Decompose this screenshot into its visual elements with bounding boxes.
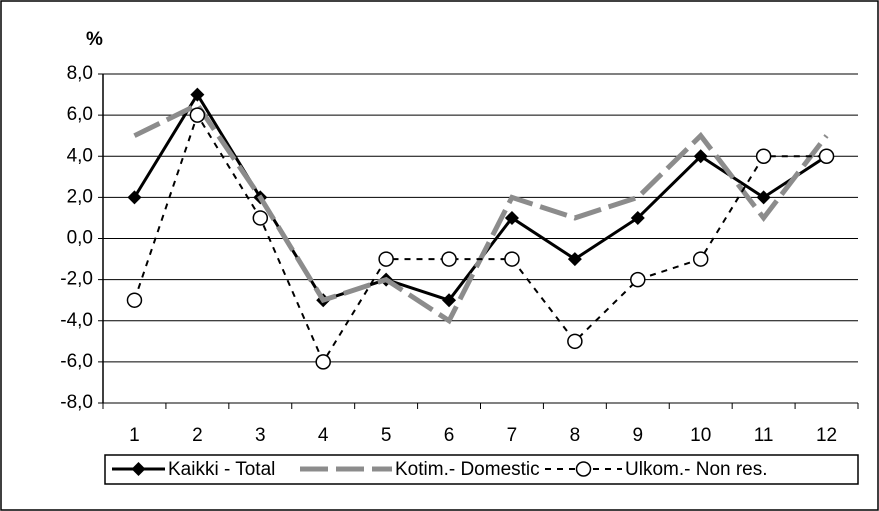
- point: [504, 210, 519, 225]
- x-tick-label: 11: [754, 425, 774, 446]
- x-tick-label: 10: [690, 425, 711, 446]
- point: [441, 251, 457, 267]
- y-axis-label: %: [86, 29, 103, 50]
- x-tick-label: 7: [507, 425, 518, 446]
- legend-label: Kaikki - Total: [168, 459, 275, 480]
- y-tick-label: 6,0: [67, 104, 93, 125]
- y-tick-label: 2,0: [67, 186, 93, 207]
- point: [756, 190, 771, 205]
- point: [126, 292, 143, 308]
- y-tick-label: -8,0: [60, 392, 93, 413]
- y-tick-label: 8,0: [67, 63, 93, 84]
- point: [131, 462, 146, 476]
- y-tick-label: -2,0: [60, 269, 93, 290]
- legend-label: Ulkom.- Non res.: [625, 459, 768, 480]
- point: [630, 210, 645, 225]
- point: [575, 461, 592, 477]
- y-tick-label: 4,0: [67, 145, 93, 166]
- x-tick-label: 1: [129, 425, 140, 446]
- point: [693, 149, 708, 164]
- series-line: [133, 112, 827, 365]
- x-tick-label: 2: [192, 425, 203, 446]
- x-tick-label: 8: [570, 425, 581, 446]
- y-tick-label: -6,0: [60, 351, 93, 372]
- x-tick-label: 9: [633, 425, 644, 446]
- point: [692, 251, 709, 267]
- point: [315, 354, 331, 370]
- point: [630, 271, 646, 288]
- legend-box: [104, 454, 859, 485]
- x-tick-label: 6: [444, 425, 455, 446]
- point: [442, 293, 457, 308]
- x-tick-label: 12: [816, 425, 837, 446]
- point: [190, 87, 205, 102]
- point: [189, 107, 206, 123]
- point: [252, 210, 269, 226]
- point: [504, 251, 520, 267]
- point: [567, 252, 582, 267]
- x-tick-label: 3: [255, 425, 266, 446]
- x-tick-label: 4: [318, 425, 329, 446]
- y-tick-label: 0,0: [67, 228, 93, 249]
- legend-label: Kotim.- Domestic: [395, 459, 540, 480]
- point: [818, 148, 835, 164]
- point: [127, 190, 142, 205]
- point: [755, 148, 772, 164]
- point: [378, 251, 394, 267]
- y-tick-label: -4,0: [60, 310, 93, 331]
- point: [567, 333, 583, 350]
- x-tick-label: 5: [381, 425, 392, 446]
